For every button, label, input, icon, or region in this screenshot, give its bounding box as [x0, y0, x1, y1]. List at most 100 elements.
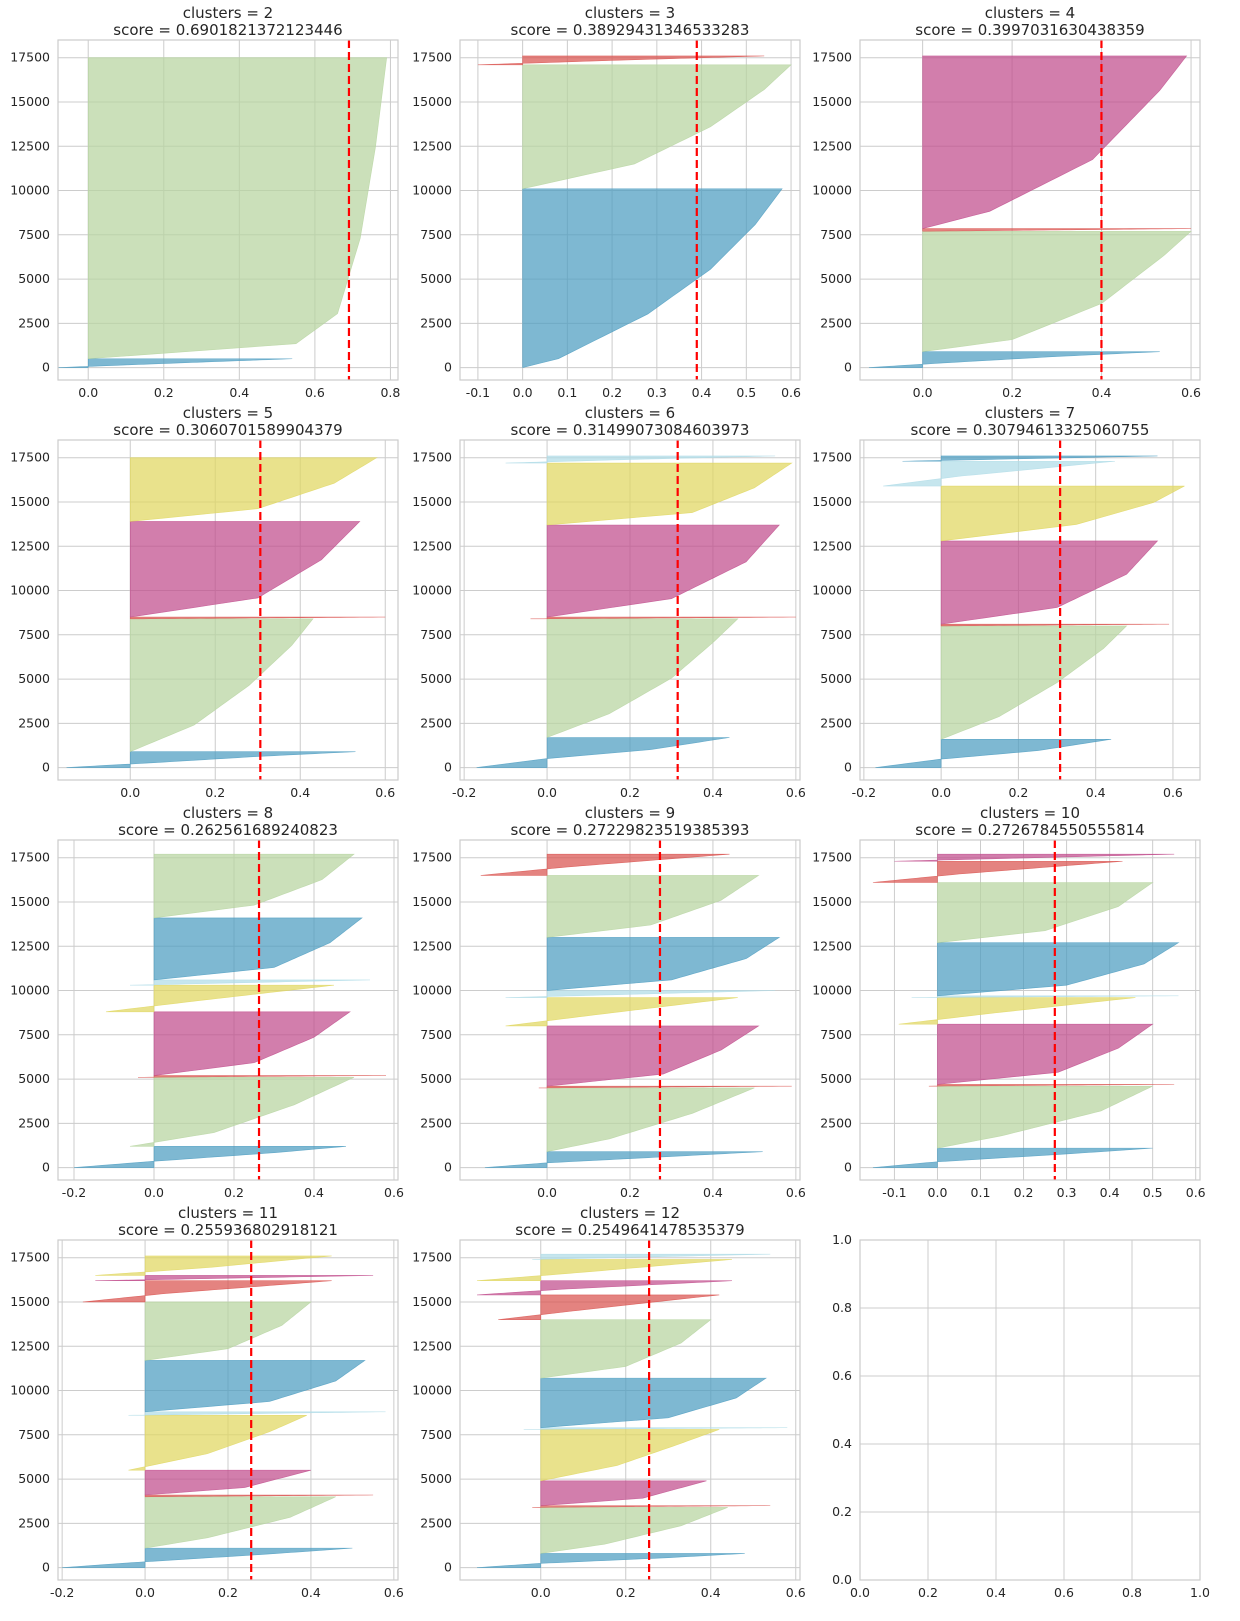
y-tick-label: 17500 [10, 850, 50, 865]
subplot-score: score = 0.255936802918121 [118, 1221, 338, 1239]
y-tick-label: 7500 [18, 627, 50, 642]
x-tick-label: 0.0 [513, 385, 533, 400]
y-tick-label: 5000 [18, 1471, 50, 1486]
y-tick-label: 15000 [10, 894, 50, 909]
y-tick-label: 0 [444, 1560, 452, 1575]
y-tick-label: 5000 [420, 1071, 452, 1086]
silhouette-band-cluster-7 [937, 942, 1180, 997]
silhouette-band-cluster-1 [868, 351, 1160, 368]
y-tick-label: 5000 [420, 271, 452, 286]
y-tick-label: 0 [42, 760, 50, 775]
y-tick-label: 17500 [412, 50, 452, 65]
y-tick-label: 12500 [10, 538, 50, 553]
subplot-score: score = 0.3997031630438359 [915, 21, 1144, 39]
silhouette-band-cluster-6 [129, 979, 371, 986]
silhouette-band-cluster-3 [940, 623, 1170, 627]
x-tick-label: 0.6 [786, 1585, 806, 1600]
subplot-score: score = 0.27229823519385393 [511, 821, 750, 839]
silhouette-band-cluster-7 [546, 937, 781, 991]
y-tick-label: 15000 [10, 94, 50, 109]
y-tick-label: 12500 [412, 1338, 452, 1353]
silhouette-band-cluster-4 [144, 1469, 312, 1496]
subplot-7: -0.2 0.0 0.2 0.4 0.6 0 2500 5000 7500 10000 12500 1… [10, 804, 404, 1200]
y-tick-label: 7500 [820, 1027, 852, 1042]
silhouette-band-cluster-1 [522, 188, 783, 368]
silhouette-band-cluster-2 [540, 1507, 728, 1554]
x-tick-label: 0.2 [154, 385, 174, 400]
x-tick-label: 0.0 [78, 385, 98, 400]
y-tick-label: 0 [444, 360, 452, 375]
x-tick-label: 0.4 [229, 385, 249, 400]
silhouette-band-cluster-10 [476, 1280, 733, 1296]
y-tick-label: 7500 [820, 227, 852, 242]
silhouette-band-cluster-6 [505, 455, 776, 464]
silhouette-band-cluster-8 [546, 875, 760, 938]
y-tick-label: 5000 [820, 1071, 852, 1086]
y-tick-label: 10000 [812, 183, 852, 198]
x-tick-label: 0.6 [1163, 785, 1183, 800]
y-tick-label: 17500 [812, 50, 852, 65]
x-tick-label: 0.2 [218, 1585, 238, 1600]
silhouette-band-cluster-1 [484, 1151, 763, 1168]
subplot-score: score = 0.38929431346533283 [511, 21, 750, 39]
subplot-6: -0.2 0.0 0.2 0.4 0.6 0 2500 5000 7500 10000 12500 1… [812, 404, 1201, 800]
y-tick-label: 15000 [812, 894, 852, 909]
y-tick-label: 12500 [10, 938, 50, 953]
y-tick-label: 17500 [412, 850, 452, 865]
x-tick-label: 0.6 [384, 1585, 404, 1600]
silhouette-band-cluster-12 [532, 1253, 771, 1260]
silhouette-band-cluster-2 [129, 1076, 355, 1147]
silhouette-band-cluster-3 [532, 1505, 771, 1508]
x-tick-label: 0.3 [1057, 1185, 1077, 1200]
silhouette-band-cluster-1 [875, 738, 1112, 768]
x-tick-label: 0.0 [537, 785, 557, 800]
subplot-11: 0.0 0.2 0.4 0.6 0 2500 5000 7500 10000 12500 15000… [412, 1204, 805, 1600]
y-tick-label: 5000 [18, 271, 50, 286]
silhouette-band-cluster-7 [540, 1377, 767, 1429]
silhouette-band-cluster-1 [62, 1547, 353, 1568]
x-tick-label: 0.2 [616, 1585, 636, 1600]
silhouette-band-cluster-3 [530, 616, 796, 620]
y-tick-label: 0 [42, 360, 50, 375]
y-tick-label: 17500 [10, 50, 50, 65]
y-tick-label: 5000 [420, 671, 452, 686]
silhouette-band-cluster-4 [940, 540, 1159, 625]
y-tick-label: 5000 [18, 671, 50, 686]
silhouette-band-cluster-6 [523, 1427, 788, 1430]
x-tick-label: 0.6 [781, 385, 801, 400]
y-tick-label: 10000 [412, 983, 452, 998]
y-tick-label: 7500 [18, 227, 50, 242]
y-tick-label: 2500 [18, 715, 50, 730]
x-tick-label: 0.2 [602, 385, 622, 400]
y-tick-label: 12500 [812, 138, 852, 153]
subplot-12: 0.0 0.2 0.4 0.6 0.8 1.0 0.0 0.2 0.4 0.6 0.8 1.0 [832, 1232, 1210, 1600]
x-tick-label: 0.4 [290, 785, 310, 800]
subplot-2: -0.1 0.0 0.1 0.2 0.3 0.4 0.5 0.6 0 2500 5000 7500 10… [412, 4, 801, 400]
subplot-score: score = 0.31499073084603973 [511, 421, 750, 439]
silhouette-band-cluster-1 [476, 737, 730, 768]
y-tick-label: 5000 [420, 1471, 452, 1486]
silhouette-band-cluster-2 [522, 64, 792, 190]
subplot-score: score = 0.2549641478535379 [515, 1221, 744, 1239]
silhouette-band-cluster-6 [883, 460, 1116, 487]
x-tick-label: 0.4 [301, 1585, 321, 1600]
y-tick-label: 0.4 [832, 1436, 852, 1451]
silhouette-band-cluster-1 [73, 1146, 347, 1168]
x-tick-label: 0.0 [928, 1185, 948, 1200]
silhouette-band-cluster-10 [894, 853, 1175, 862]
x-tick-label: -0.2 [50, 1585, 74, 1600]
subplot-title: clusters = 4 [985, 4, 1075, 22]
y-tick-label: 5000 [18, 1071, 50, 1086]
silhouette-band-cluster-9 [480, 853, 730, 876]
silhouette-band-cluster-7 [144, 1360, 366, 1413]
x-tick-label: 0.6 [786, 785, 806, 800]
x-tick-label: -0.2 [452, 785, 476, 800]
x-tick-label: 0.8 [380, 385, 400, 400]
y-tick-label: 0 [844, 1160, 852, 1175]
x-tick-label: 0.0 [144, 1185, 164, 1200]
y-tick-label: 10000 [812, 983, 852, 998]
subplot-3: 0.0 0.2 0.4 0.6 0 2500 5000 7500 10000 12500 15000… [812, 4, 1201, 400]
silhouette-band-cluster-8 [540, 1319, 712, 1379]
silhouette-band-cluster-5 [505, 997, 738, 1027]
